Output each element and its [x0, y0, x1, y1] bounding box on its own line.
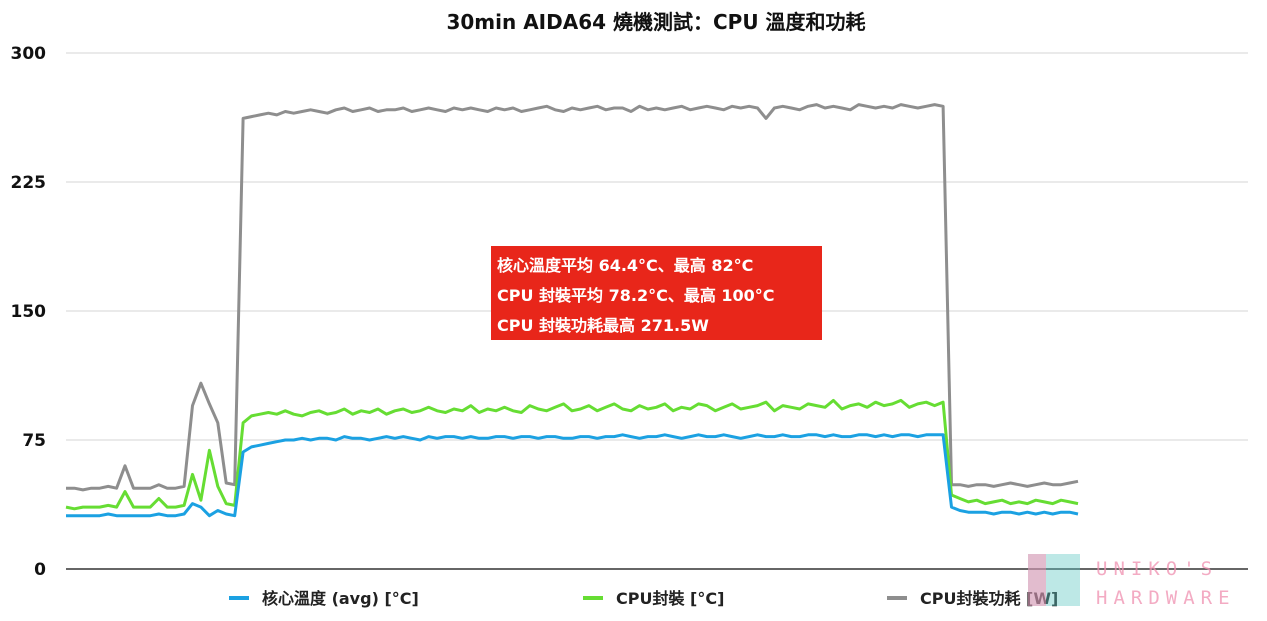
series-line-package-temp	[65, 398, 1079, 511]
legend-item-package-power: CPU封裝功耗 [W]	[887, 589, 1058, 608]
watermark-logo-pink	[1028, 554, 1046, 606]
annotation-line-1: 核心溫度平均 64.4°C、最高 82°C	[497, 256, 753, 275]
legend-item-core-temp: 核心溫度 (avg) [°C]	[229, 589, 419, 608]
annotation-box	[491, 246, 822, 340]
y-tick-label-75: 75	[22, 431, 46, 451]
y-tick-label-150: 150	[11, 302, 47, 322]
legend-item-package-temp: CPU封裝 [°C]	[583, 589, 724, 608]
y-tick-label-225: 225	[11, 173, 47, 193]
watermark-text-line-1: UNIKO'S	[1096, 558, 1218, 580]
series-layer	[65, 103, 1079, 518]
uniko-hardware-watermark: UNIKO'S HARDWARE	[1028, 554, 1236, 609]
stats-annotation: 核心溫度平均 64.4°C、最高 82°C CPU 封裝平均 78.2°C、最高…	[491, 246, 822, 340]
series-line-package-power	[66, 103, 1079, 492]
watermark-text-line-2: HARDWARE	[1096, 587, 1236, 609]
series-line-core-temp	[66, 433, 1079, 518]
legend-label-package-temp: CPU封裝 [°C]	[616, 589, 724, 608]
legend: 核心溫度 (avg) [°C] CPU封裝 [°C] CPU封裝功耗 [W]	[229, 589, 1058, 608]
y-tick-label-300: 300	[11, 44, 47, 64]
legend-label-core-temp: 核心溫度 (avg) [°C]	[262, 589, 419, 608]
annotation-line-3: CPU 封裝功耗最高 271.5W	[497, 316, 709, 335]
legend-label-package-power: CPU封裝功耗 [W]	[920, 589, 1058, 608]
y-axis-ticks: 0 75 150 225 300	[11, 44, 47, 580]
annotation-line-2: CPU 封裝平均 78.2°C、最高 100°C	[497, 286, 775, 305]
chart-title: 30min AIDA64 燒機測試：CPU 溫度和功耗	[446, 10, 865, 34]
y-tick-label-0: 0	[34, 560, 46, 580]
